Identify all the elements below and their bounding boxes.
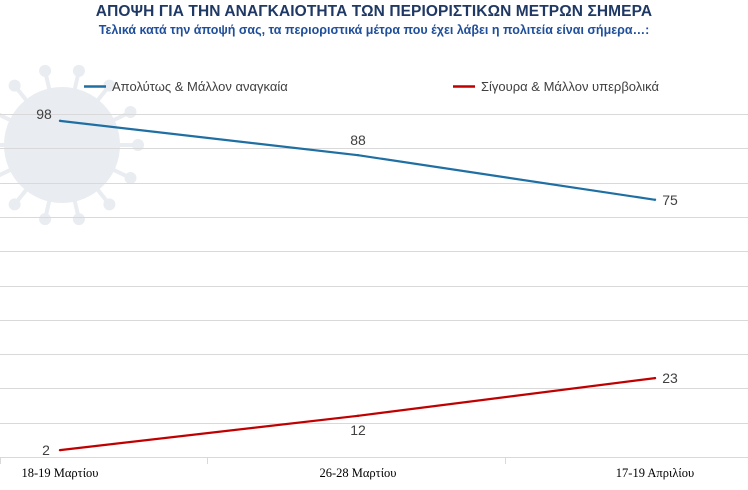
data-label: 75 — [662, 192, 678, 208]
x-tick-label: 26-28 Μαρτίου — [319, 466, 396, 480]
data-label: 12 — [350, 422, 366, 438]
virus-spike — [72, 199, 81, 220]
virus-spike — [111, 167, 132, 180]
data-point — [356, 414, 360, 418]
data-point — [356, 153, 360, 157]
virus-spike — [0, 167, 13, 178]
legend: Απολύτως & Μάλλον αναγκαία Σίγουρα & Μάλλ… — [84, 79, 660, 94]
data-point — [58, 119, 62, 123]
data-label: 23 — [662, 370, 678, 386]
x-tick-label: 18-19 Μαρτίου — [21, 466, 98, 480]
legend-label: Σίγουρα & Μάλλον υπερβολικά — [481, 79, 660, 94]
virus-spike — [72, 70, 81, 91]
virus-watermark — [0, 64, 144, 226]
data-label: 98 — [36, 106, 52, 122]
legend-label: Απολύτως & Μάλλον αναγκαία — [112, 79, 288, 94]
data-point — [58, 448, 62, 452]
virus-body — [4, 87, 120, 203]
data-labels: 98 88 75 2 12 23 — [36, 106, 678, 458]
virus-spike — [13, 187, 29, 206]
virus-spike-tip — [103, 198, 116, 211]
virus-spike — [95, 84, 111, 103]
gridlines — [0, 114, 748, 458]
chart-subtitle: Τελικά κατά την άποψή σας, τα περιοριστι… — [98, 23, 650, 37]
data-point — [653, 376, 657, 380]
virus-spike-tip — [8, 198, 21, 211]
virus-spike-tip — [8, 79, 21, 92]
virus-spike-tip — [124, 171, 137, 184]
series-lines — [58, 119, 657, 452]
data-label: 88 — [350, 132, 366, 148]
virus-spike — [13, 84, 29, 103]
virus-spike-tip — [72, 213, 85, 226]
data-point — [653, 198, 657, 201]
virus-spike-tip — [39, 64, 52, 77]
chart-title: ΑΠΟΨΗ ΓΙΑ ΤΗΝ ΑΝΑΓΚΑΙΟΤΗΤΑ ΤΩΝ ΠΕΡΙΟΡΙΣΤ… — [95, 3, 653, 20]
virus-spike — [111, 110, 132, 123]
virus-spike-tip — [132, 139, 144, 151]
virus-spike — [43, 199, 52, 220]
x-axis: 18-19 Μαρτίου 26-28 Μαρτίου 17-19 Απριλίου — [0, 457, 694, 480]
virus-spike — [0, 112, 13, 123]
virus-spike — [95, 187, 111, 206]
virus-spike — [43, 70, 52, 91]
virus-spike-tip — [39, 213, 52, 226]
virus-spike-tip — [124, 106, 137, 119]
virus-spike-tip — [72, 64, 85, 77]
x-tick-label: 17-19 Απριλίου — [616, 466, 694, 480]
data-label: 2 — [42, 442, 50, 458]
virus-spike-tip — [103, 79, 116, 92]
